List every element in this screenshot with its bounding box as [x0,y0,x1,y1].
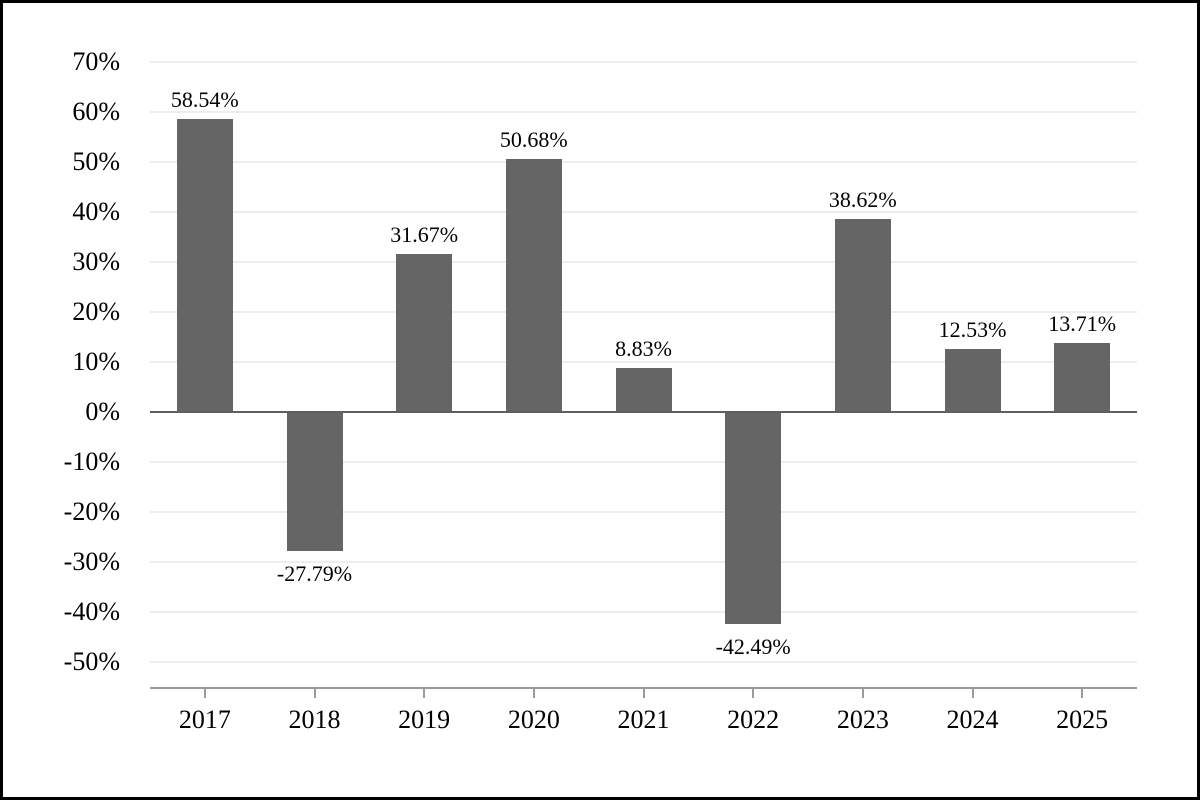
x-axis-tick [752,689,755,698]
y-tick-label-50%: 50% [72,147,120,176]
x-axis-line [150,687,1137,689]
y-tick-label-20%: 20% [72,297,120,326]
x-axis-tick [1081,689,1084,698]
y-tick-label--10%: -10% [63,447,120,476]
x-tick-label-2022: 2022 [727,705,780,734]
y-tick-label--50%: -50% [63,647,120,676]
x-axis-tick [423,689,426,698]
value-label-2018: -27.79% [276,560,353,586]
x-tick-label-2020: 2020 [507,705,560,734]
gridline [150,161,1137,163]
bar-2021 [615,367,672,412]
gridline [150,261,1137,263]
x-tick-label-2025: 2025 [1056,705,1109,734]
y-tick-label--20%: -20% [63,497,120,526]
value-label-2017: 58.54% [170,87,239,113]
bar-2025 [1054,343,1111,412]
bar-chart: 70% 60% 50% 40% 30% 20% 10% 0% -10% -20% -30% -40% -… [3,3,1197,797]
x-tick-label-2021: 2021 [617,705,670,734]
x-tick-label-2019: 2019 [398,705,451,734]
bar-2017 [176,119,233,412]
bar-2018 [286,412,343,551]
gridline [150,561,1137,563]
value-label-2024: 12.53% [938,317,1007,343]
x-tick-label-2023: 2023 [836,705,889,734]
value-label-2022: -42.49% [715,634,791,660]
gridline [150,61,1137,63]
gridline [150,611,1137,613]
bar-2020 [505,158,562,412]
x-tick-label-2018: 2018 [288,705,341,734]
y-tick-label-30%: 30% [72,247,120,276]
value-label-2021: 8.83% [615,335,672,361]
gridline [150,361,1137,363]
bar-2022 [725,412,782,625]
x-axis-tick [313,689,316,698]
gridline [150,211,1137,213]
y-tick-label--40%: -40% [63,597,120,626]
y-tick-label--30%: -30% [63,547,120,576]
gridline [150,661,1137,663]
bar-2019 [396,253,453,412]
x-axis-tick [532,689,535,698]
y-tick-label-60%: 60% [72,97,120,126]
x-axis-tick [642,689,645,698]
value-label-2023: 38.62% [828,186,897,212]
gridline [150,461,1137,463]
y-tick-label-40%: 40% [72,197,120,226]
x-tick-label-2017: 2017 [178,705,231,734]
y-tick-label-10%: 10% [72,347,120,376]
gridline [150,311,1137,313]
value-label-2025: 13.71% [1048,311,1117,337]
x-tick-label-2024: 2024 [946,705,999,734]
x-axis-tick [971,689,974,698]
x-axis-tick [861,689,864,698]
y-tick-label-0%: 0% [85,397,120,426]
gridline [150,511,1137,513]
bar-2024 [944,349,1001,412]
bar-2023 [834,218,891,412]
zero-axis-line [150,411,1137,413]
x-axis-tick [203,689,206,698]
value-label-2020: 50.68% [499,126,568,152]
value-label-2019: 31.67% [390,221,459,247]
y-tick-label-70%: 70% [72,47,120,76]
gridline [150,111,1137,113]
